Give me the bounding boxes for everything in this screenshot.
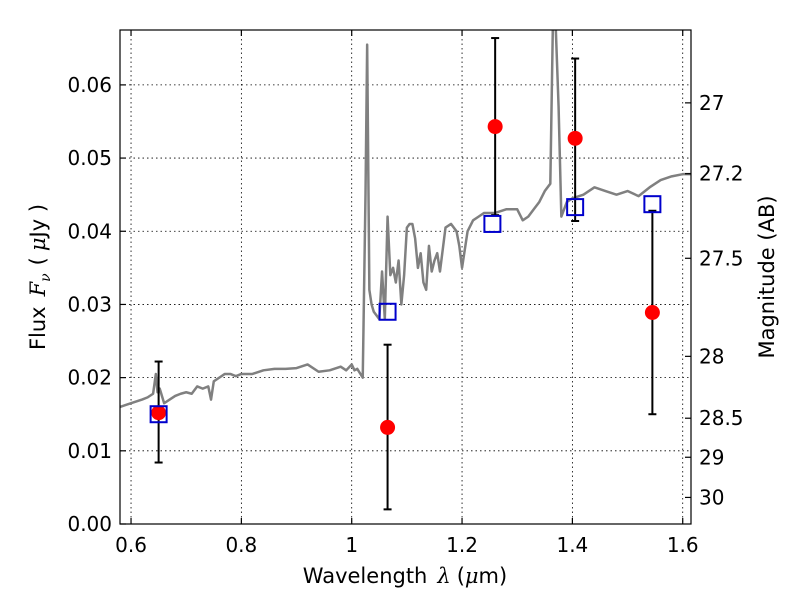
x-tick-label: 1.4 [556, 533, 588, 557]
y2-tick-label: 27.2 [699, 162, 744, 186]
y2-tick-label: 29 [699, 445, 724, 469]
y2-axis-label: Magnitude (AB) [755, 195, 779, 358]
plot-frame [119, 29, 692, 525]
grid [120, 30, 691, 525]
model-square-marker [149, 405, 168, 424]
photometry-point [380, 419, 396, 435]
model-square-marker [643, 195, 662, 214]
model-square-marker [483, 214, 502, 233]
photometry-point [567, 130, 583, 146]
y2-tick-label: 27.5 [699, 246, 744, 270]
y-tick-label: 0.00 [67, 512, 112, 536]
model-square-marker [378, 302, 397, 321]
photometry-point [487, 119, 503, 135]
y-tick-label: 0.04 [67, 219, 112, 243]
x-tick-label: 1 [345, 533, 358, 557]
model-square-marker [566, 198, 585, 217]
photometry-point [151, 405, 167, 421]
y2-tick-label: 30 [699, 485, 724, 509]
y2-tick-label: 27 [699, 91, 724, 115]
axis-ticks: 0.00 0.01 0.02 0.03 0.04 0.05 0.06 0.6 0.8 1 1.2 1.… [67, 30, 744, 557]
y-tick-label: 0.05 [67, 146, 112, 170]
y-tick-label: 0.02 [67, 366, 112, 390]
photometry-point [644, 304, 660, 320]
y-tick-label: 0.06 [67, 73, 112, 97]
y-tick-label: 0.01 [67, 439, 112, 463]
y2-tick-label: 28 [699, 344, 724, 368]
x-tick-label: 1.6 [667, 533, 699, 557]
x-tick-label: 1.2 [446, 533, 478, 557]
spectrum-line [120, 30, 691, 409]
x-tick-label: 0.6 [115, 533, 147, 557]
y-tick-label: 0.03 [67, 292, 112, 316]
plot-area [120, 30, 691, 511]
x-tick-label: 0.8 [225, 533, 257, 557]
y2-tick-label: 28.5 [699, 406, 744, 430]
y-axis-label: FluxFν(μJy ) [26, 204, 54, 350]
x-axis-label: Wavelength λ (μm) [303, 564, 507, 588]
